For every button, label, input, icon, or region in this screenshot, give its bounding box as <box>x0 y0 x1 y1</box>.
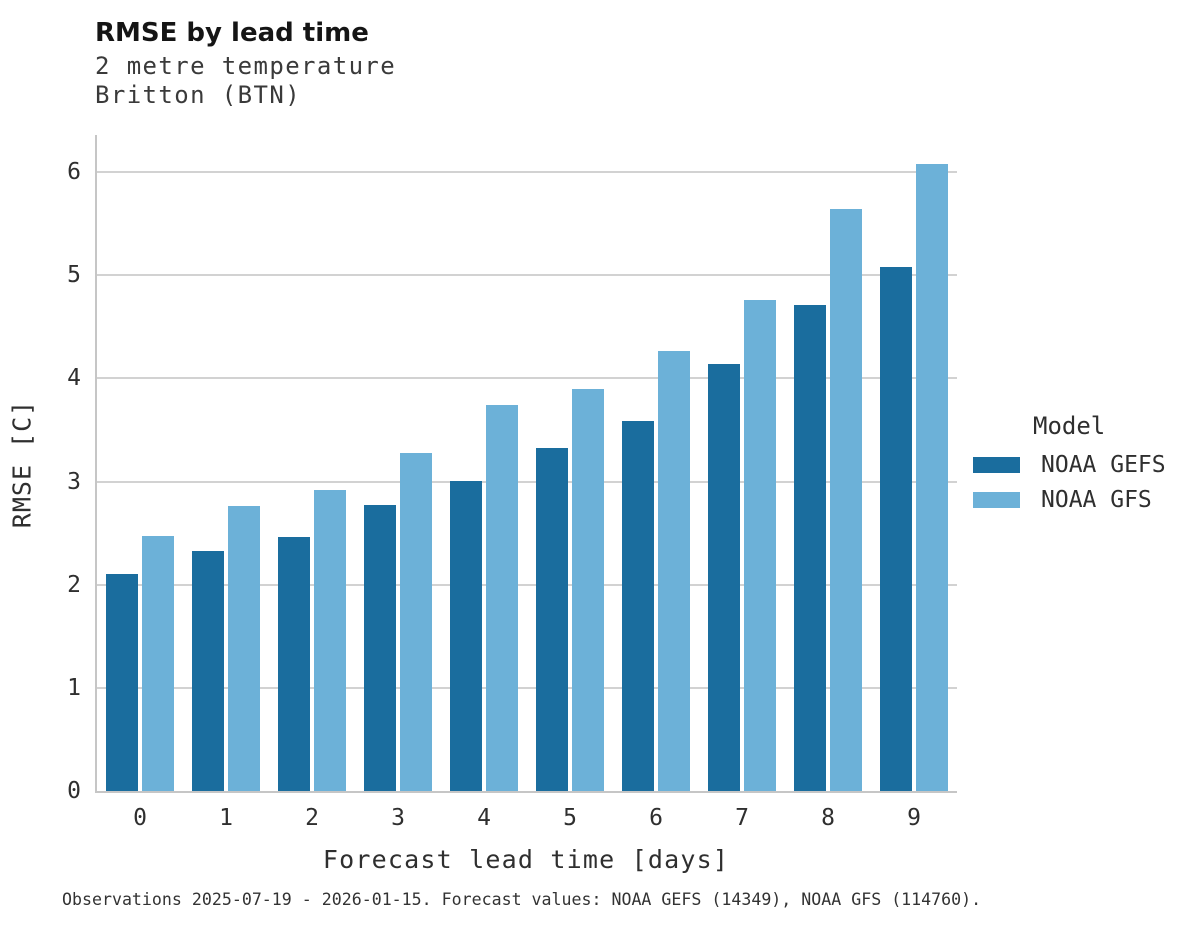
gridline-y-1 <box>97 686 957 689</box>
bar-noaa-gefs-lead-4 <box>450 480 482 791</box>
bar-noaa-gfs-lead-4 <box>486 405 518 791</box>
x-tick-label-2: 2 <box>305 805 319 831</box>
bar-noaa-gfs-lead-8 <box>830 209 862 791</box>
legend-entry-gefs: NOAA GEFS <box>973 452 1188 478</box>
bar-noaa-gefs-lead-8 <box>794 305 826 791</box>
chart-subtitle-station: Britton (BTN) <box>95 81 302 109</box>
y-tick-label-4: 4 <box>67 365 81 392</box>
gefs-swatch-icon <box>973 457 1020 473</box>
x-tick-label-5: 5 <box>563 805 577 831</box>
x-tick-label-7: 7 <box>735 805 749 831</box>
bar-noaa-gefs-lead-1 <box>192 550 224 791</box>
bar-noaa-gefs-lead-9 <box>880 267 912 791</box>
chart-subtitle-variable: 2 metre temperature <box>95 52 397 80</box>
bar-noaa-gfs-lead-6 <box>658 350 690 791</box>
gfs-swatch-icon <box>973 492 1020 508</box>
bar-noaa-gefs-lead-7 <box>708 363 740 791</box>
y-tick-label-1: 1 <box>67 674 81 701</box>
gridline-y-2 <box>97 583 957 586</box>
gridline-y-5 <box>97 274 957 277</box>
y-axis-label: RMSE [C] <box>7 399 37 529</box>
legend: Model NOAA GEFS NOAA GFS <box>973 412 1188 522</box>
y-tick-label-6: 6 <box>67 159 81 186</box>
caption: Observations 2025-07-19 - 2026-01-15. Fo… <box>62 890 982 909</box>
y-tick-label-0: 0 <box>67 778 81 804</box>
bar-noaa-gefs-lead-3 <box>364 505 396 791</box>
bar-noaa-gfs-lead-3 <box>400 452 432 791</box>
bar-noaa-gfs-lead-7 <box>744 300 776 791</box>
x-tick-label-9: 9 <box>907 805 921 831</box>
bar-noaa-gfs-lead-1 <box>228 506 260 791</box>
gridline-y-4 <box>97 377 957 380</box>
x-tick-label-1: 1 <box>219 805 233 831</box>
bar-noaa-gefs-lead-5 <box>536 447 568 791</box>
chart-title: RMSE by lead time <box>95 18 369 48</box>
bar-noaa-gfs-lead-2 <box>314 489 346 791</box>
x-axis-label: Forecast lead time [days] <box>322 845 730 874</box>
bar-noaa-gefs-lead-2 <box>278 537 310 791</box>
bar-noaa-gfs-lead-5 <box>572 388 604 791</box>
gridline-y-3 <box>97 480 957 483</box>
x-tick-label-6: 6 <box>649 805 663 831</box>
gridline-y-6 <box>97 171 957 174</box>
legend-entry-gfs: NOAA GFS <box>973 487 1188 513</box>
bar-noaa-gefs-lead-0 <box>106 574 138 791</box>
y-tick-label-2: 2 <box>67 571 81 598</box>
x-tick-label-0: 0 <box>133 805 147 831</box>
legend-title: Model <box>1033 412 1106 440</box>
bar-noaa-gfs-lead-0 <box>142 536 174 791</box>
bar-noaa-gefs-lead-6 <box>622 420 654 791</box>
x-tick-label-3: 3 <box>391 805 405 831</box>
y-tick-label-5: 5 <box>67 262 81 289</box>
plot-area: 0 1 2 3 4 5 6 0 1 2 3 4 5 6 7 8 9 <box>67 135 957 831</box>
legend-label-gefs: NOAA GEFS <box>1041 452 1166 478</box>
x-tick-label-8: 8 <box>821 805 835 831</box>
x-tick-label-4: 4 <box>477 805 491 831</box>
y-tick-label-3: 3 <box>67 468 81 495</box>
legend-label-gfs: NOAA GFS <box>1041 487 1152 513</box>
bar-noaa-gfs-lead-9 <box>916 163 948 791</box>
